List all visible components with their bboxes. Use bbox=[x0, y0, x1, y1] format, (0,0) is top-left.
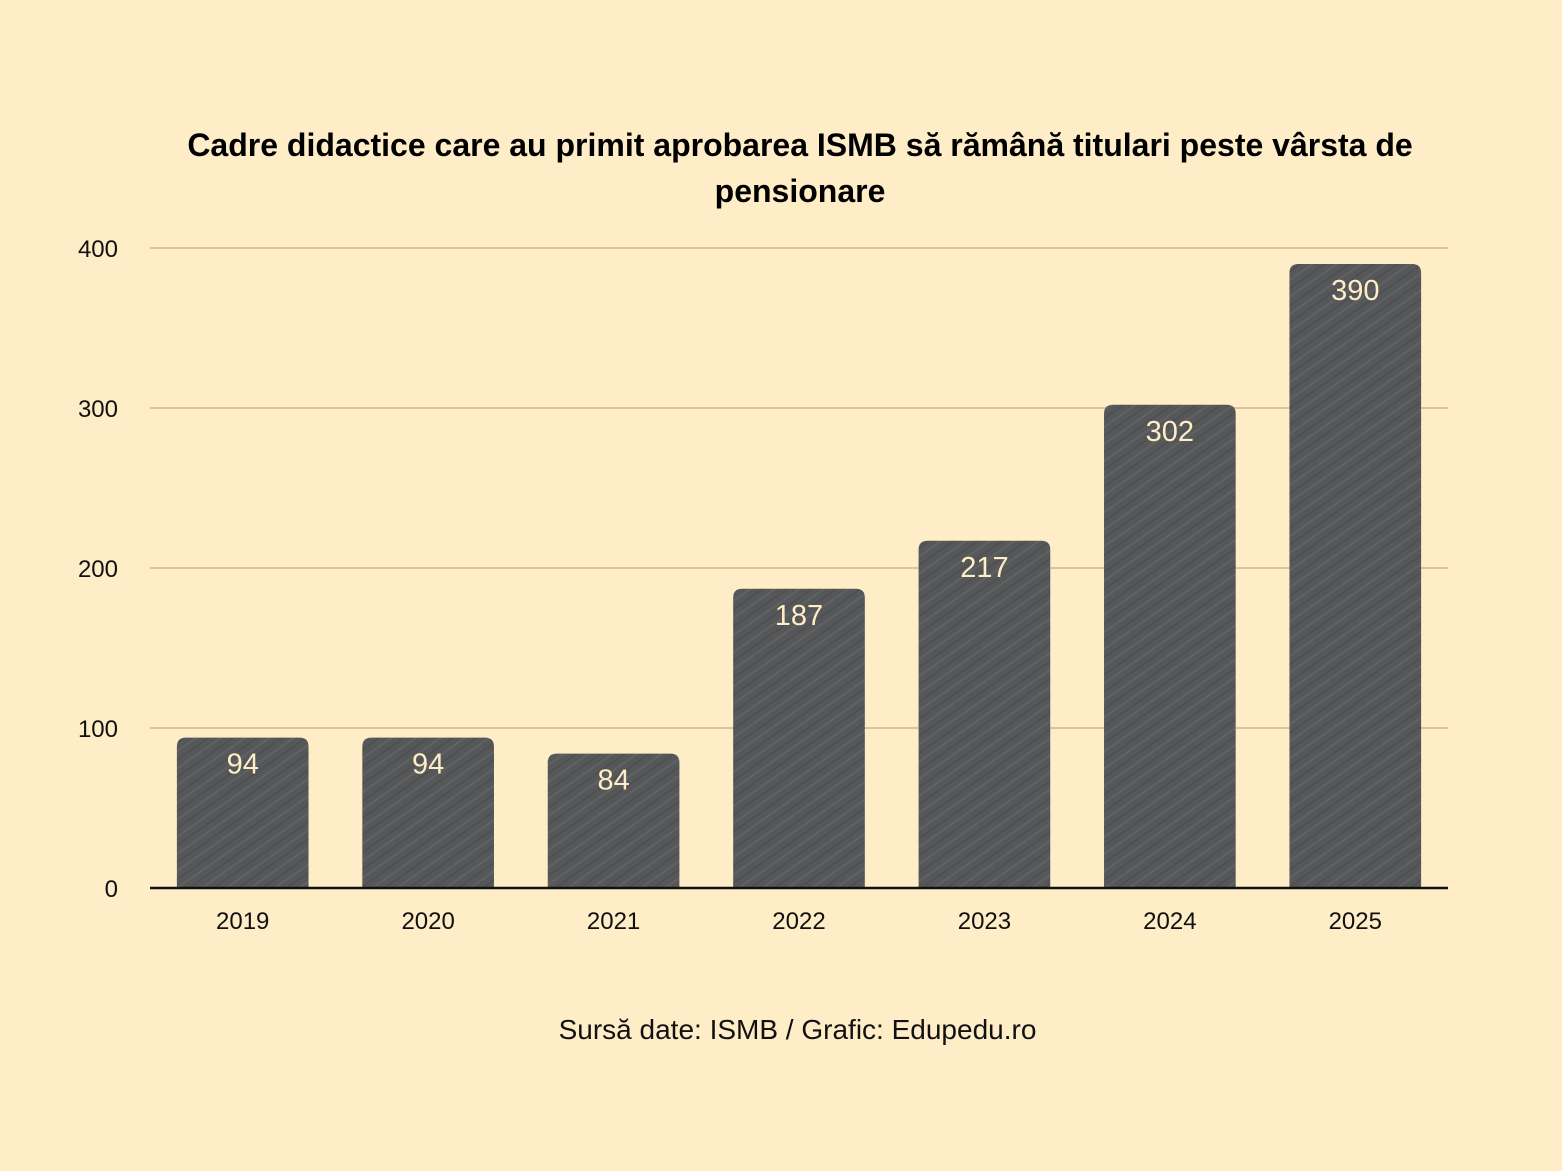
x-tick-label: 2024 bbox=[1143, 908, 1196, 935]
x-tick-label: 2019 bbox=[216, 908, 269, 935]
bar-value-label: 94 bbox=[412, 749, 444, 781]
bar-2022 bbox=[733, 588, 865, 888]
bar-2025 bbox=[1289, 264, 1422, 888]
bar-2024 bbox=[1104, 404, 1236, 888]
bars bbox=[176, 264, 1422, 888]
y-tick-label: 100 bbox=[78, 716, 118, 743]
bar-value-label: 187 bbox=[775, 600, 823, 632]
x-tick-label: 2025 bbox=[1329, 908, 1382, 935]
bar-value-label: 217 bbox=[960, 552, 1008, 584]
bar-2021 bbox=[547, 753, 680, 888]
x-tick-label: 2021 bbox=[587, 908, 640, 935]
bar-2020 bbox=[362, 737, 494, 888]
x-axis-ticks: 2019 2020 2021 2022 2023 2024 2025 bbox=[216, 908, 1382, 935]
bar-value-label: 84 bbox=[597, 765, 629, 797]
y-tick-label: 200 bbox=[78, 556, 118, 583]
y-axis-ticks: 0 100 200 300 400 bbox=[78, 236, 118, 903]
chart-title: Cadre didactice care au primit aprobarea… bbox=[187, 127, 1413, 209]
bar-value-labels: 94 94 84 187 217 302 390 bbox=[227, 275, 1380, 797]
x-tick-label: 2023 bbox=[958, 908, 1011, 935]
bar-value-label: 302 bbox=[1146, 416, 1194, 448]
bar-2019 bbox=[176, 737, 309, 888]
y-tick-label: 300 bbox=[78, 396, 118, 423]
y-tick-label: 400 bbox=[78, 236, 118, 263]
y-tick-label: 0 bbox=[105, 876, 118, 903]
bar-2023 bbox=[918, 540, 1051, 888]
x-tick-label: 2022 bbox=[772, 908, 825, 935]
x-tick-label: 2020 bbox=[401, 908, 454, 935]
bar-value-label: 94 bbox=[227, 749, 259, 781]
bar-value-label: 390 bbox=[1331, 275, 1379, 307]
source-note: Sursă date: ISMB / Grafic: Edupedu.ro bbox=[558, 1014, 1037, 1045]
